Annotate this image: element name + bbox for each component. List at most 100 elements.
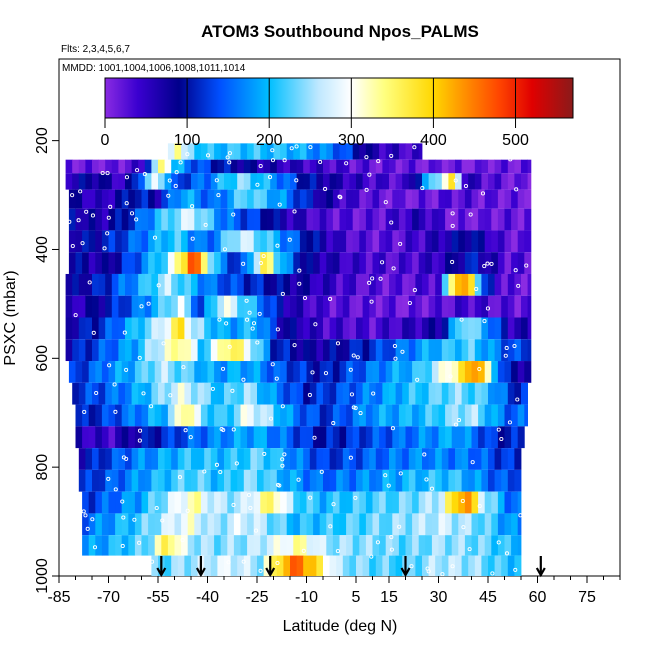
heatmap-cell [177,273,185,296]
heatmap-cell [474,469,482,492]
heatmap-cell [405,513,413,536]
heatmap-cell [134,535,142,556]
sample-point [364,187,369,192]
heatmap-cell [405,535,413,556]
heatmap-cell [329,317,337,340]
heatmap-cell [385,535,393,556]
heatmap-cell [494,173,502,190]
heatmap-cell [148,426,156,449]
heatmap-cell [233,426,241,449]
heatmap-cell [461,469,469,492]
heatmap-cell [484,513,492,536]
sample-point [518,513,523,518]
heatmap-cell [141,404,149,427]
heatmap-cell [379,535,387,556]
heatmap-cell [359,535,367,556]
heatmap-cell [362,173,370,190]
heatmap-cell [455,295,462,318]
heatmap-cell [346,513,354,536]
heatmap-cell [352,230,360,253]
heatmap-cell [220,535,228,556]
heatmap-cell [461,555,469,576]
heatmap-cell [382,555,390,576]
heatmap-cell [286,208,294,231]
heatmap-cell [425,404,433,427]
heatmap-cell [266,361,274,383]
heatmap-cell [121,404,129,427]
sample-point [468,212,473,217]
heatmap-cell [511,208,519,231]
heatmap-cell [309,555,317,576]
heatmap-cell [435,448,443,470]
heatmap-cell [105,159,113,174]
heatmap-cell [227,513,235,536]
heatmap-cell [389,469,396,492]
heatmap-cell [408,317,416,340]
heatmap-cell [385,361,393,383]
heatmap-cell [392,535,400,556]
heatmap-cell [187,143,195,160]
heatmap-cell [247,361,255,383]
heatmap-cell [243,448,251,470]
heatmap-cell [412,426,420,449]
heatmap-cell [524,189,532,209]
heatmap-cell [230,159,238,174]
heatmap-cell [194,143,202,160]
heatmap-cell [257,469,264,492]
heatmap-cell [217,469,225,492]
heatmap-cell [144,317,152,340]
heatmap-cell [455,555,462,576]
x-tick-label: 45 [479,589,497,606]
heatmap-cell [247,513,255,536]
heatmap-cell [504,535,512,556]
heatmap-cell [484,361,492,383]
heatmap-cell [88,535,96,556]
heatmap-cell [253,230,261,253]
heatmap-cell [527,339,532,362]
heatmap-cell [128,189,136,209]
heatmap-cell [167,426,175,449]
heatmap-cell [484,535,492,556]
heatmap-cell [332,361,340,383]
heatmap-cell [105,382,113,405]
heatmap-cell [233,404,241,427]
sample-point [392,343,397,349]
sample-point [524,263,529,268]
heatmap-cell [105,295,113,318]
heatmap-cell [82,426,90,449]
heatmap-cell [111,317,119,340]
sample-point [113,409,118,414]
heatmap-cell [412,491,420,514]
heatmap-cell [359,143,367,160]
heatmap-cell [362,317,370,340]
heatmap-cell [217,295,225,318]
sample-point [90,517,95,522]
heatmap-cell [319,208,327,231]
heatmap-cell [329,273,337,296]
sample-point [344,161,349,166]
heatmap-cell [128,361,136,383]
heatmap-cell [296,382,304,405]
heatmap-cell [82,491,90,514]
heatmap-cell [445,491,453,514]
sample-point [227,344,232,349]
heatmap-cell [184,295,192,318]
heatmap-cell [191,555,198,576]
sample-point [231,427,236,432]
heatmap-cell [111,382,119,405]
heatmap-cell [352,491,360,514]
sample-point [202,469,207,474]
heatmap-cell [210,295,218,318]
sample-point [270,362,275,367]
heatmap-cell [257,448,264,470]
heatmap-cell [524,252,532,274]
heatmap-cell [299,513,307,536]
colorbar-tick-label: 200 [256,132,283,149]
heatmap-cell [497,230,505,253]
sample-point [203,222,208,227]
y-tick-label: 600 [34,345,51,372]
x-tick-label: 15 [380,589,398,606]
heatmap-cell [88,491,96,514]
heatmap-cell [346,426,354,449]
sample-point [245,317,250,322]
